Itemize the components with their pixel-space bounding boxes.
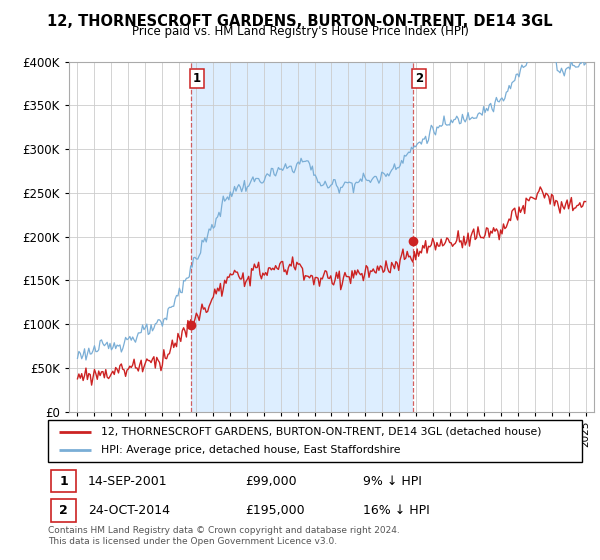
Bar xyxy=(50,470,76,492)
Text: 9% ↓ HPI: 9% ↓ HPI xyxy=(363,475,422,488)
Text: £99,000: £99,000 xyxy=(245,475,297,488)
Text: 1: 1 xyxy=(193,72,201,85)
Text: 12, THORNESCROFT GARDENS, BURTON-ON-TRENT, DE14 3GL (detached house): 12, THORNESCROFT GARDENS, BURTON-ON-TREN… xyxy=(101,427,542,437)
Text: HPI: Average price, detached house, East Staffordshire: HPI: Average price, detached house, East… xyxy=(101,445,401,455)
Text: 2: 2 xyxy=(59,504,68,517)
Text: 12, THORNESCROFT GARDENS, BURTON-ON-TRENT, DE14 3GL: 12, THORNESCROFT GARDENS, BURTON-ON-TREN… xyxy=(47,14,553,29)
Text: Price paid vs. HM Land Registry's House Price Index (HPI): Price paid vs. HM Land Registry's House … xyxy=(131,25,469,38)
Text: Contains HM Land Registry data © Crown copyright and database right 2024.
This d: Contains HM Land Registry data © Crown c… xyxy=(48,526,400,546)
Text: 1: 1 xyxy=(59,475,68,488)
Text: £195,000: £195,000 xyxy=(245,504,305,517)
Text: 14-SEP-2001: 14-SEP-2001 xyxy=(88,475,167,488)
Bar xyxy=(191,62,413,412)
Bar xyxy=(50,500,76,522)
Text: 16% ↓ HPI: 16% ↓ HPI xyxy=(363,504,430,517)
Text: 24-OCT-2014: 24-OCT-2014 xyxy=(88,504,170,517)
Text: 2: 2 xyxy=(415,72,423,85)
